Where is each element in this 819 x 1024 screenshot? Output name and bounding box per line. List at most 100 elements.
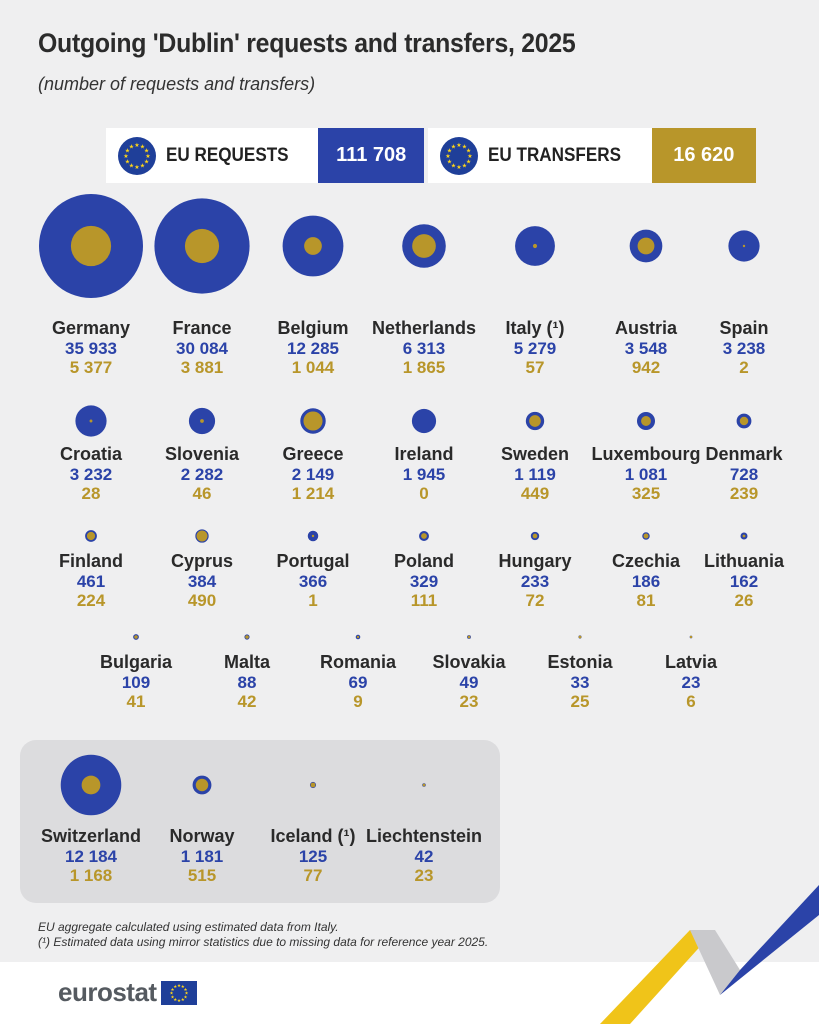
requests-value-ireland: 1 945 (403, 465, 446, 484)
country-label-hungary: Hungary (498, 551, 571, 571)
requests-value-latvia: 23 (682, 673, 701, 692)
country-label-germany: Germany (52, 318, 130, 338)
requests-value-switzerland: 12 184 (65, 847, 118, 866)
eurostat-logo: eurostat ★ ★ ★ ★ ★ ★ ★ ★ ★ ★ ★ ★ (58, 977, 197, 1008)
svg-text:★: ★ (170, 986, 174, 991)
transfers-bubble-estonia (578, 635, 582, 639)
transfers-bubble-germany (70, 225, 112, 267)
transfers-value-iceland: 77 (304, 866, 323, 885)
country-label-belgium: Belgium (277, 318, 348, 338)
transfers-value-liechtenstein: 23 (415, 866, 434, 885)
country-label-iceland: Iceland (¹) (270, 826, 355, 846)
requests-value-slovakia: 49 (460, 673, 479, 692)
country-label-greece: Greece (282, 444, 343, 464)
svg-text:★: ★ (462, 143, 467, 150)
svg-text:★: ★ (456, 142, 461, 149)
svg-text:★: ★ (125, 158, 130, 165)
svg-text:★: ★ (445, 153, 450, 160)
svg-text:★: ★ (140, 162, 145, 169)
transfers-value-switzerland: 1 168 (70, 866, 113, 885)
svg-text:★: ★ (451, 162, 456, 169)
country-label-denmark: Denmark (705, 444, 783, 464)
requests-value-luxembourg: 1 081 (625, 465, 668, 484)
requests-value-lithuania: 162 (730, 572, 758, 591)
requests-value-norway: 1 181 (181, 847, 224, 866)
requests-value-italy: 5 279 (514, 339, 557, 358)
svg-text:★: ★ (180, 984, 184, 989)
transfers-bubble-cyprus (195, 529, 209, 543)
transfers-value-portugal: 1 (308, 591, 317, 610)
svg-text:★: ★ (183, 994, 187, 999)
svg-text:★: ★ (451, 143, 456, 150)
country-label-slovakia: Slovakia (432, 652, 506, 672)
requests-value-denmark: 728 (730, 465, 758, 484)
transfers-value-sweden: 449 (521, 484, 549, 503)
transfers-value-norway: 515 (188, 866, 216, 885)
transfers-bubble-malta (245, 635, 249, 639)
country-label-czechia: Czechia (612, 551, 681, 571)
transfers-bubble-france (184, 228, 220, 264)
requests-value-poland: 329 (410, 572, 438, 591)
transfers-value-luxembourg: 325 (632, 484, 660, 503)
country-label-portugal: Portugal (276, 551, 349, 571)
svg-text:★: ★ (140, 143, 145, 150)
footnote-1: EU aggregate calculated using estimated … (38, 920, 339, 934)
transfers-bubble-spain (742, 244, 746, 248)
country-label-sweden: Sweden (501, 444, 569, 464)
country-label-norway: Norway (169, 826, 234, 846)
transfers-bubble-italy (532, 243, 538, 249)
transfers-value-italy: 57 (526, 358, 545, 377)
transfers-value-netherlands: 1 865 (403, 358, 446, 377)
svg-text:★: ★ (134, 142, 139, 149)
requests-value-malta: 88 (238, 673, 257, 692)
country-label-bulgaria: Bulgaria (100, 652, 173, 672)
transfers-bubble-croatia (89, 419, 93, 423)
requests-value-bulgaria: 109 (122, 673, 150, 692)
transfers-value-estonia: 25 (571, 692, 590, 711)
country-label-estonia: Estonia (547, 652, 613, 672)
svg-text:★: ★ (173, 997, 177, 1002)
transfers-value-spain: 2 (739, 358, 748, 377)
transfers-bubble-norway (195, 778, 209, 792)
transfers-value-cyprus: 490 (188, 591, 216, 610)
logo-text: eurostat (58, 977, 157, 1007)
country-label-latvia: Latvia (665, 652, 718, 672)
svg-text:★: ★ (177, 998, 181, 1003)
svg-text:★: ★ (447, 158, 452, 165)
transfers-bubble-denmark (739, 416, 749, 426)
transfers-bubble-netherlands (412, 234, 436, 258)
requests-value-finland: 461 (77, 572, 105, 591)
eu-transfers-value: 16 620 (651, 128, 756, 183)
requests-value-netherlands: 6 313 (403, 339, 446, 358)
transfers-bubble-sweden (529, 415, 541, 427)
transfers-bubble-latvia (689, 635, 693, 639)
transfers-value-denmark: 239 (730, 484, 758, 503)
eu-requests-value: 111 708 (318, 128, 425, 183)
requests-value-austria: 3 548 (625, 339, 668, 358)
svg-text:★: ★ (129, 143, 134, 150)
country-label-luxembourg: Luxembourg (591, 444, 700, 464)
transfers-value-slovakia: 23 (460, 692, 479, 711)
requests-value-cyprus: 384 (188, 572, 217, 591)
transfers-bubble-czechia (643, 533, 649, 539)
requests-value-romania: 69 (349, 673, 368, 692)
transfers-bubble-switzerland (81, 775, 101, 795)
svg-text:★: ★ (466, 158, 471, 165)
requests-value-liechtenstein: 42 (415, 847, 434, 866)
svg-text:★: ★ (177, 983, 181, 988)
requests-value-estonia: 33 (571, 673, 590, 692)
transfers-bubble-poland (421, 533, 427, 539)
requests-value-croatia: 3 232 (70, 465, 113, 484)
requests-value-portugal: 366 (299, 572, 327, 591)
country-label-italy: Italy (¹) (505, 318, 564, 338)
svg-text:★: ★ (456, 164, 461, 171)
transfers-value-lithuania: 26 (735, 591, 754, 610)
footer (0, 962, 819, 1024)
transfers-value-poland: 111 (411, 591, 438, 610)
svg-text:★: ★ (447, 147, 452, 154)
country-label-romania: Romania (320, 652, 397, 672)
transfers-bubble-finland (86, 531, 96, 541)
transfers-value-latvia: 6 (686, 692, 695, 711)
country-label-spain: Spain (719, 318, 768, 338)
